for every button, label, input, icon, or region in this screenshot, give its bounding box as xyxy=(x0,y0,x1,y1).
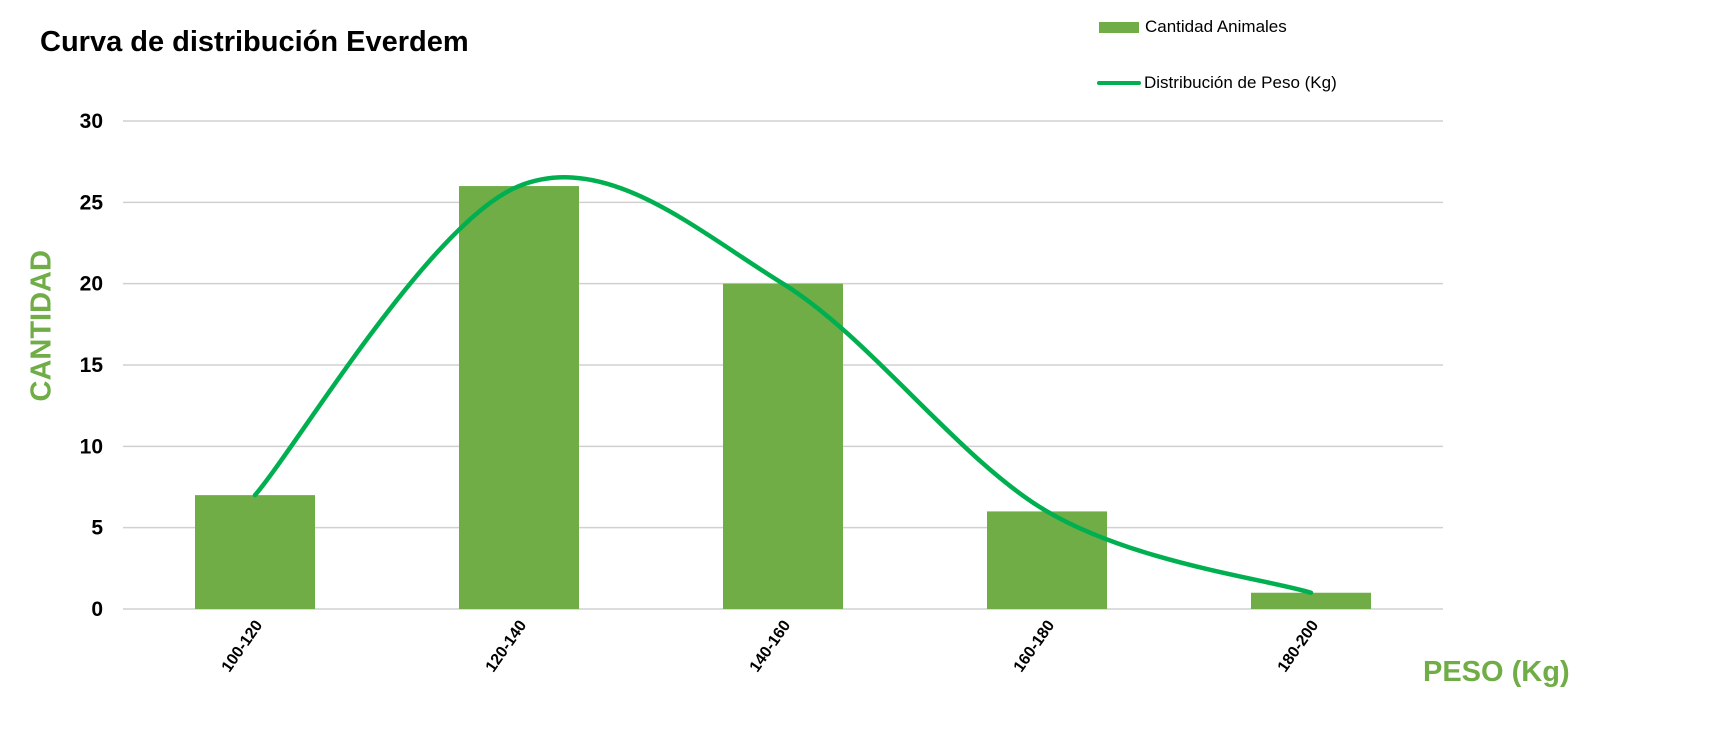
legend-item-line: Distribución de Peso (Kg) xyxy=(1097,73,1337,93)
bar xyxy=(459,186,579,610)
legend-swatch-line xyxy=(1097,81,1141,85)
legend-label-bars: Cantidad Animales xyxy=(1145,17,1287,36)
bar xyxy=(723,283,843,609)
y-tick-label: 30 xyxy=(80,110,103,133)
distribution-line xyxy=(252,175,1314,595)
x-tick-label: 140-160 xyxy=(747,617,795,675)
bar xyxy=(987,511,1107,609)
x-tick-label: 180-200 xyxy=(1275,617,1323,675)
x-tick-label: 160-180 xyxy=(1011,617,1059,675)
legend-swatch-bar xyxy=(1099,21,1139,33)
y-tick-label: 0 xyxy=(91,598,103,621)
x-tick-label: 100-120 xyxy=(219,617,267,675)
legend-label-line: Distribución de Peso (Kg) xyxy=(1144,73,1337,92)
chart-title: Curva de distribución Everdem xyxy=(40,26,469,58)
y-tick-label: 15 xyxy=(80,354,104,377)
y-tick-label: 25 xyxy=(80,191,104,214)
bar xyxy=(195,495,315,609)
y-tick-label: 10 xyxy=(80,435,103,458)
legend-item-bars: Cantidad Animales xyxy=(1099,17,1287,37)
x-axis-title: PESO (Kg) xyxy=(1423,656,1570,688)
bar xyxy=(1251,592,1371,609)
y-tick-label: 5 xyxy=(91,517,103,540)
x-tick-label: 120-140 xyxy=(483,617,531,675)
y-tick-label: 20 xyxy=(80,273,103,296)
